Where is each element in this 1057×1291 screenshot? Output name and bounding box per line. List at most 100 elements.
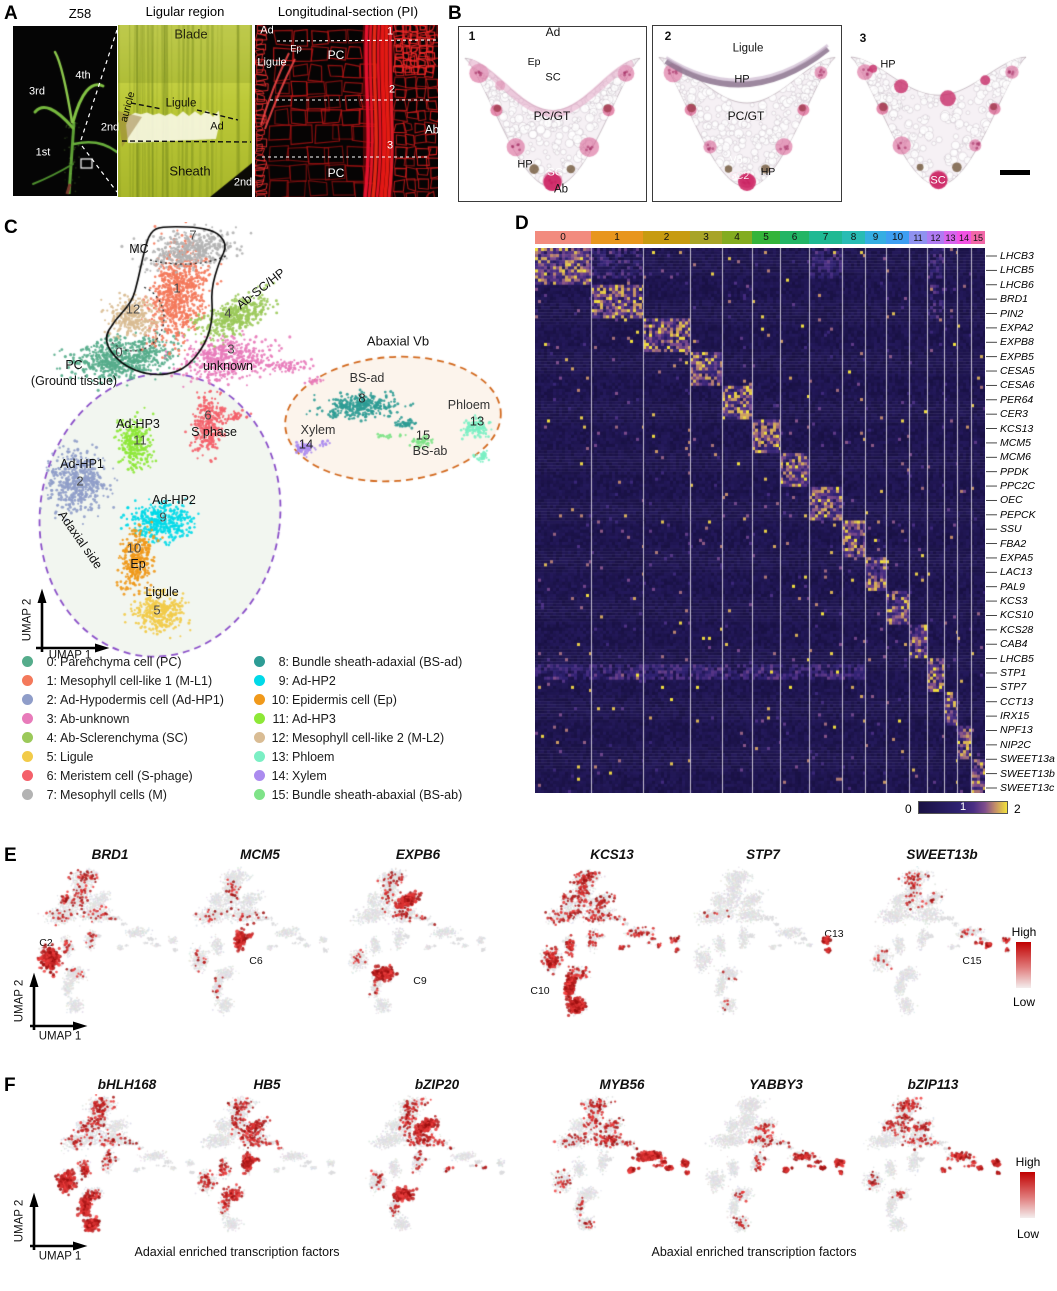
feature-plot-BRD1 bbox=[30, 866, 190, 1028]
gene-label: BRD1 bbox=[1000, 293, 1029, 306]
gene-label: STP7 bbox=[1000, 681, 1027, 694]
gene-label: KCS10 bbox=[1000, 609, 1034, 622]
gene-label: KCS28 bbox=[1000, 623, 1034, 636]
annotation-label: Vb bbox=[729, 153, 743, 166]
heatmap-cluster-header-cell: 13 bbox=[944, 231, 957, 244]
annotation-label: UMAP 1 bbox=[38, 1250, 82, 1263]
legend-cluster-name: Mesophyll cell-like 2 (M-L2) bbox=[292, 730, 445, 745]
annotation-label: UMAP 2 bbox=[13, 1199, 26, 1243]
photo-title-ligular-region: Ligular region bbox=[145, 4, 225, 19]
cross-section-2 bbox=[652, 25, 842, 202]
legend-cluster-name: Ab-unknown bbox=[60, 711, 130, 726]
cluster-legend-column-2: 8: Bundle sheath-adaxial (BS-ad) 9: Ad-HP2 1… bbox=[254, 652, 462, 804]
feature-plot-STP7 bbox=[683, 866, 843, 1028]
annotation-label: 7 bbox=[189, 227, 197, 243]
gene-label: SWEET13c bbox=[1000, 782, 1055, 794]
legend-item-cluster-0: 0: Parenchyma cell (PC) bbox=[22, 652, 224, 671]
gene-title-KCS13: KCS13 bbox=[590, 847, 634, 862]
umap-cluster-plot bbox=[20, 222, 520, 660]
feature-plot-EXPB6 bbox=[338, 866, 498, 1028]
legend-cluster-number: 6: bbox=[46, 768, 57, 783]
gene-label: LHCB3 bbox=[1000, 250, 1034, 262]
legend-item-cluster-8: 8: Bundle sheath-adaxial (BS-ad) bbox=[254, 652, 462, 671]
gene-label: SWEET13a bbox=[1000, 753, 1055, 766]
annotation-label: 2 bbox=[76, 473, 84, 489]
panel-f-label: F bbox=[4, 1075, 16, 1096]
gene-label: SSU bbox=[1000, 523, 1022, 536]
cluster-color-dot bbox=[254, 656, 265, 667]
annotation-label: HP bbox=[734, 73, 750, 86]
annotation-label: UMAP 2 bbox=[21, 598, 34, 642]
annotation-label: PC bbox=[65, 357, 83, 372]
heatmap-cluster-header-cell: 11 bbox=[909, 231, 927, 244]
cluster-color-dot bbox=[254, 770, 265, 781]
annotation-label: 2 bbox=[388, 83, 396, 96]
annotation-label: 5 bbox=[153, 602, 161, 618]
feature-plot-SWEET13b bbox=[862, 866, 1022, 1028]
annotation-label: HP bbox=[880, 58, 896, 71]
heatmap-cluster-header-cell: 12 bbox=[927, 231, 944, 244]
annotation-label: (Ground tissue) bbox=[30, 373, 118, 388]
expression-colorbar-f bbox=[1020, 1172, 1035, 1218]
annotation-label: Ep bbox=[130, 556, 146, 571]
seedling-photo bbox=[13, 26, 117, 196]
annotation-label: Phloem bbox=[447, 397, 491, 412]
legend-cluster-name: Mesophyll cell-like 1 (M-L1) bbox=[60, 673, 213, 688]
legend-item-cluster-5: 5: Ligule bbox=[22, 747, 224, 766]
legend-cluster-number: 0: bbox=[46, 654, 57, 669]
annotation-label: HP bbox=[517, 158, 533, 171]
annotation-label: UMAP 1 bbox=[38, 1030, 82, 1043]
annotation-label: BS-ad bbox=[349, 370, 385, 385]
gene-label: EXPA2 bbox=[1000, 321, 1034, 334]
feature-plot-MCM5 bbox=[180, 866, 340, 1028]
annotation-label: 12 bbox=[125, 301, 141, 317]
gene-label: CESA5 bbox=[1000, 365, 1035, 378]
feature-plot-YABBY3 bbox=[696, 1094, 856, 1244]
gene-title-EXPB6: EXPB6 bbox=[395, 847, 441, 862]
gene-title-bZIP20: bZIP20 bbox=[414, 1077, 460, 1092]
annotation-label: Ligule bbox=[165, 97, 197, 110]
annotation-label: PC/GT bbox=[727, 109, 765, 123]
gene-title-MYB56: MYB56 bbox=[599, 1077, 645, 1092]
gene-label: PER64 bbox=[1000, 393, 1034, 406]
annotation-label: 2nd bbox=[233, 176, 253, 189]
annotation-label: 3 bbox=[386, 139, 394, 152]
annotation-label: unknown bbox=[202, 358, 254, 373]
cluster-color-dot bbox=[254, 694, 265, 705]
legend-item-cluster-7: 7: Mesophyll cells (M) bbox=[22, 785, 224, 804]
annotation-label: MC bbox=[129, 241, 149, 256]
annotation-label: 3 bbox=[859, 31, 867, 45]
panel-b-label: B bbox=[448, 3, 462, 24]
cluster-color-dot bbox=[22, 694, 33, 705]
legend-cluster-name: Ad-HP2 bbox=[292, 673, 336, 688]
cluster-color-dot bbox=[254, 732, 265, 743]
annotation-label: BS-ab bbox=[412, 443, 448, 458]
legend-item-cluster-12: 12: Mesophyll cell-like 2 (M-L2) bbox=[254, 728, 462, 747]
feature-plot-KCS13 bbox=[532, 866, 692, 1028]
annotation-label: 8 bbox=[358, 390, 366, 406]
legend-cluster-number: 5: bbox=[46, 749, 57, 764]
annotation-label: S phase bbox=[191, 424, 237, 439]
gene-label: IRX15 bbox=[1000, 710, 1030, 723]
annotation-label: Abaxial Vb bbox=[366, 333, 430, 349]
annotation-label: 14 bbox=[298, 436, 314, 452]
legend-cluster-number: 15: bbox=[271, 787, 289, 802]
heatmap-cluster-header: 0 1 2 3 4 5 6 7 8 9 10 11 12 13 14 15 bbox=[535, 231, 985, 244]
cluster-color-dot bbox=[22, 732, 33, 743]
legend-cluster-number: 8: bbox=[278, 654, 289, 669]
feature-plot-bZIP20 bbox=[357, 1094, 517, 1244]
photo-title-longitudinal-section: Longitudinal-section (PI) bbox=[277, 4, 419, 19]
legend-item-cluster-15: 15: Bundle sheath-abaxial (BS-ab) bbox=[254, 785, 462, 804]
legend-cluster-number: 9: bbox=[278, 673, 289, 688]
heatmap-cluster-header-cell: 6 bbox=[780, 231, 809, 244]
heatmap-cluster-header-cell: 5 bbox=[752, 231, 780, 244]
gene-title-bZIP113: bZIP113 bbox=[907, 1077, 959, 1092]
annotation-label: Ad bbox=[545, 25, 561, 39]
heatmap-scale-mid: 1 bbox=[959, 801, 967, 813]
legend-item-cluster-1: 1: Mesophyll cell-like 1 (M-L1) bbox=[22, 671, 224, 690]
legend-cluster-name: Bundle sheath-adaxial (BS-ad) bbox=[292, 654, 463, 669]
cross-section-1 bbox=[458, 26, 647, 202]
heatmap-cluster-header-cell: 8 bbox=[842, 231, 865, 244]
annotation-label: Ad bbox=[210, 120, 224, 133]
annotation-label: Ab bbox=[424, 124, 440, 137]
